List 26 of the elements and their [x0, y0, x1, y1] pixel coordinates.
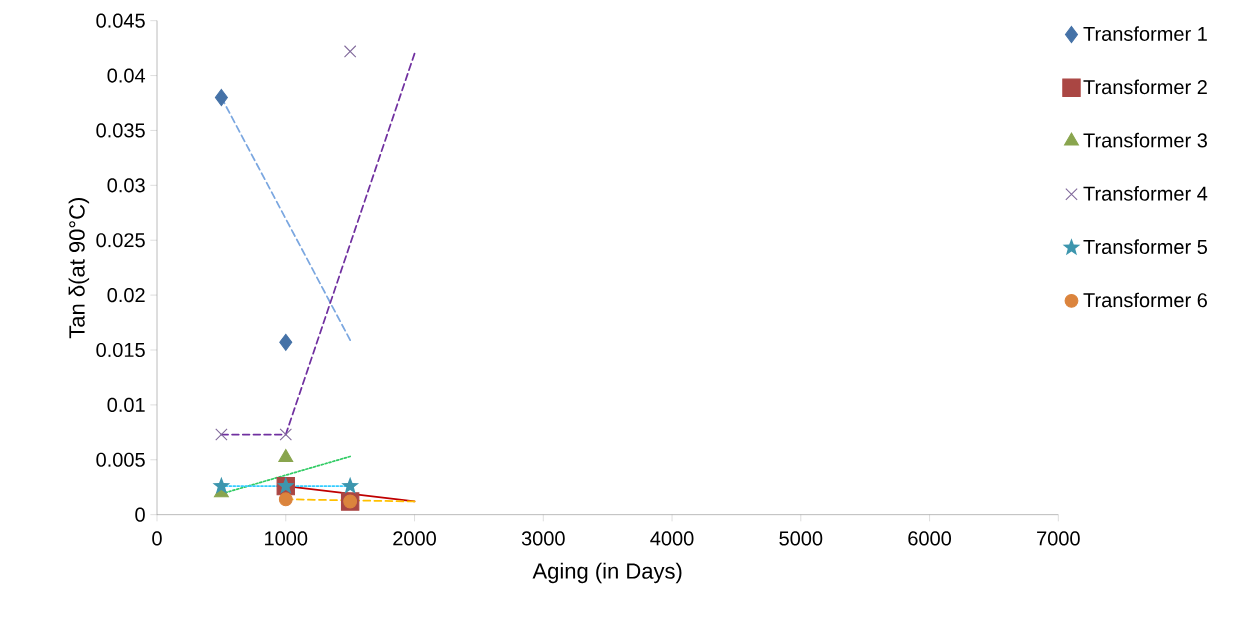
y-tick-label: 0.04	[107, 68, 146, 83]
legend-label: Transformer 4	[1083, 186, 1208, 201]
y-tick-label: 0.025	[96, 233, 145, 248]
legend-label: Transformer 3	[1083, 132, 1207, 148]
y-tick-label: 0	[135, 507, 145, 522]
x-axis-title: Aging (in Days)	[532, 562, 682, 584]
legend-label: Transformer 2	[1083, 79, 1207, 95]
x-tick-label: 1000	[265, 531, 308, 546]
x-tick-label: 3000	[521, 531, 565, 546]
y-tick-label: 0.02	[107, 288, 145, 303]
y-tick-label: 0.01	[107, 397, 145, 412]
y-tick-label: 0.03	[107, 178, 145, 193]
y-tick-label: 0.035	[96, 123, 145, 138]
legend-label: Transformer 5	[1083, 239, 1208, 255]
legend-label: Transformer 1	[1083, 26, 1207, 41]
y-axis-title: Tan δ(at 90°C)	[68, 198, 90, 339]
x-tick-label: 2000	[393, 531, 436, 546]
x-tick-label: 4000	[650, 531, 694, 546]
y-tick-label: 0.015	[96, 342, 145, 358]
legend-label: Transformer 6	[1083, 292, 1207, 308]
x-tick-label: 6000	[908, 531, 952, 546]
y-tick-label: 0.005	[96, 452, 145, 467]
x-tick-label: 7000	[1037, 531, 1080, 546]
y-tick-label: 0.045	[96, 13, 145, 28]
x-tick-label: 5000	[779, 531, 823, 546]
x-tick-label: 0	[152, 531, 162, 546]
